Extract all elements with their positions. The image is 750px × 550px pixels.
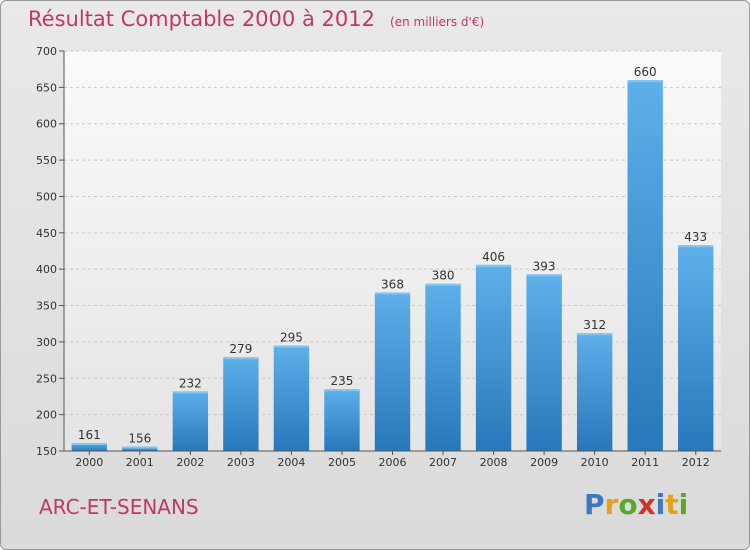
bar-highlight [122, 446, 158, 449]
data-label: 380 [432, 269, 455, 283]
x-tick-label: 2012 [682, 456, 710, 469]
proxiti-logo[interactable]: Proxiti [584, 488, 688, 521]
bar-2009 [526, 274, 562, 451]
bar-highlight [627, 80, 663, 83]
bar-highlight [576, 333, 613, 336]
bar-2000 [71, 443, 107, 451]
bar-chart: 161 156232279295235368380406393312660433 … [36, 45, 721, 469]
bar-2005 [324, 389, 360, 451]
y-tick-label: 400 [36, 263, 57, 276]
logo-letter: r [604, 488, 619, 521]
bar-2012 [678, 245, 714, 451]
bar-2008 [475, 264, 512, 451]
bar-highlight [425, 283, 461, 286]
bar-highlight [526, 274, 562, 277]
x-tick-label: 2004 [277, 456, 305, 469]
unit-note: (en milliers d'€) [390, 15, 485, 29]
data-label: 406 [482, 250, 505, 264]
y-tick-label: 150 [36, 445, 57, 458]
chart-title: Résultat Comptable 2000 à 2012 [28, 7, 375, 31]
data-label: 279 [229, 342, 252, 356]
x-tick-label: 2010 [581, 456, 609, 469]
x-tick-label: 2001 [126, 456, 154, 469]
bar-2002 [172, 391, 209, 451]
y-tick-label: 250 [36, 372, 57, 385]
chart-title-block: Résultat Comptable 2000 à 2012 (en milli… [28, 7, 484, 31]
y-tick-label: 700 [36, 45, 57, 58]
data-label: 232 [179, 376, 202, 390]
data-label: 295 [280, 331, 303, 345]
bar-highlight [324, 389, 360, 392]
bar-2006 [374, 292, 411, 451]
location-name: ARC-ET-SENANS [39, 495, 199, 519]
data-label: 156 [128, 432, 151, 446]
bar-2001 [122, 446, 158, 451]
data-label: 235 [331, 374, 354, 388]
data-label: 368 [381, 277, 404, 291]
y-tick-label: 600 [36, 118, 57, 131]
x-tick-label: 2006 [379, 456, 407, 469]
bar-2003 [223, 357, 259, 451]
logo-letter: o [618, 488, 638, 521]
logo-letter: x [637, 488, 656, 521]
bar-highlight [374, 292, 411, 295]
x-tick-label: 2009 [530, 456, 558, 469]
logo-letter: i [678, 488, 689, 521]
x-tick-label: 2002 [176, 456, 204, 469]
data-label: 660 [634, 65, 657, 79]
y-tick-label: 350 [36, 300, 57, 313]
x-tick-label: 2008 [480, 456, 508, 469]
bar-2010 [576, 333, 613, 451]
data-label: 312 [583, 318, 606, 332]
bar-2004 [273, 345, 310, 451]
y-tick-label: 500 [36, 190, 57, 203]
y-tick-label: 650 [36, 81, 57, 94]
x-tick-label: 2011 [631, 456, 659, 469]
bar-2007 [425, 283, 461, 451]
logo-letter: i [655, 488, 666, 521]
bar-highlight [223, 357, 259, 360]
x-tick-label: 2007 [429, 456, 457, 469]
y-tick-label: 300 [36, 336, 57, 349]
y-tick-label: 200 [36, 409, 57, 422]
x-tick-label: 2005 [328, 456, 356, 469]
bar-2011 [627, 80, 663, 451]
logo-letter: P [584, 488, 605, 521]
x-tick-label: 2000 [75, 456, 103, 469]
logo-letter: t [665, 488, 679, 521]
data-label: 433 [684, 230, 707, 244]
bar-highlight [172, 391, 209, 394]
y-tick-label: 450 [36, 227, 57, 240]
x-tick-label: 2003 [227, 456, 255, 469]
data-label: 393 [533, 259, 556, 273]
bar-highlight [71, 443, 107, 445]
bar-highlight [678, 245, 714, 248]
y-tick-label: 550 [36, 154, 57, 167]
data-label: 161 [78, 428, 101, 442]
bar-highlight [475, 264, 512, 267]
bar-highlight [273, 345, 310, 348]
